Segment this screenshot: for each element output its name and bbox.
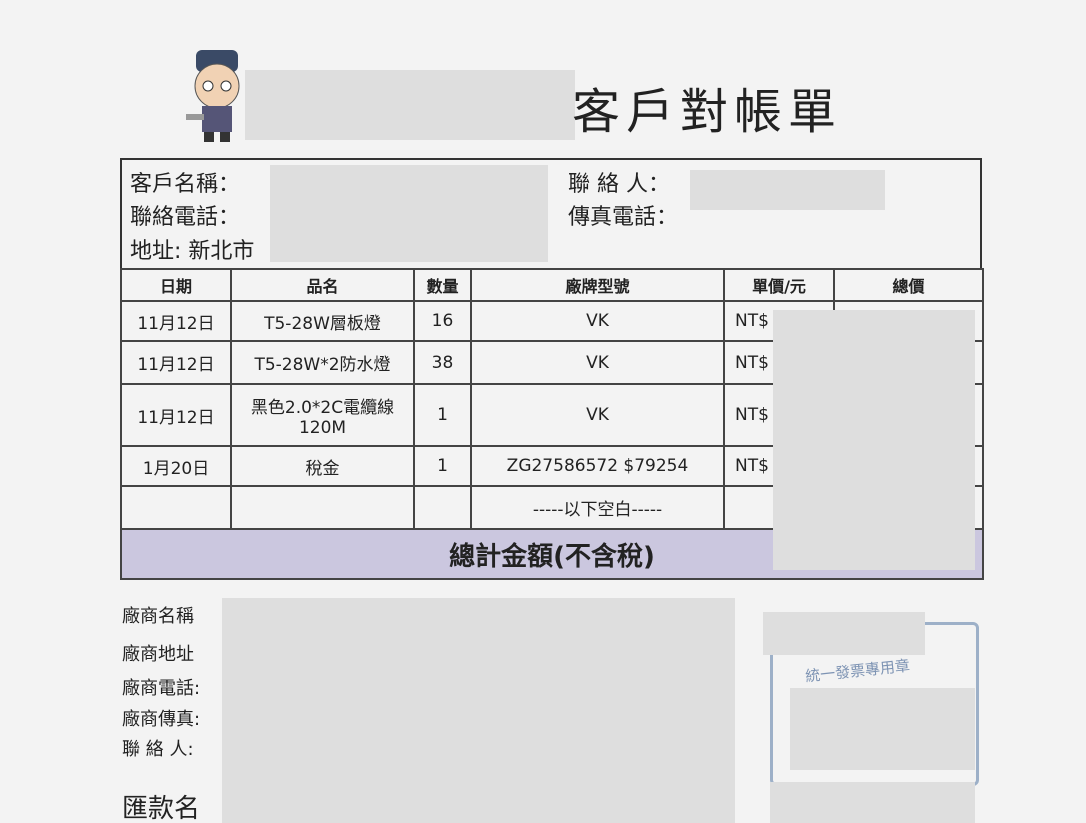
qty-cell: 1 xyxy=(413,383,472,447)
vendor-label: 廠商地址 xyxy=(122,644,194,665)
item-cell: T5-28W層板燈 xyxy=(230,300,415,342)
remittance-label: 匯款名 xyxy=(122,794,201,823)
vendor-label: 廠商電話: xyxy=(122,678,201,699)
redaction xyxy=(790,688,975,770)
vendor-label: 聯 絡 人: xyxy=(122,739,194,760)
fax-label: 傳真電話： xyxy=(568,205,679,230)
redaction xyxy=(773,310,975,570)
brand-cell: ZG27586572 $79254 xyxy=(470,445,725,487)
column-header: 總價 xyxy=(833,268,984,302)
contact-label: 聯 絡 人： xyxy=(568,172,670,197)
redaction xyxy=(763,612,925,655)
brand-cell: -----以下空白----- xyxy=(470,485,725,530)
column-header: 廠牌型號 xyxy=(470,268,725,302)
redaction xyxy=(770,782,975,823)
date-cell xyxy=(120,485,232,530)
item-cell xyxy=(230,485,415,530)
date-cell: 1月20日 xyxy=(120,445,232,487)
column-header: 日期 xyxy=(120,268,232,302)
item-cell: 稅金 xyxy=(230,445,415,487)
qty-cell: 16 xyxy=(413,300,472,342)
qty-cell: 1 xyxy=(413,445,472,487)
redaction xyxy=(270,165,548,262)
column-header: 單價/元 xyxy=(723,268,835,302)
brand-cell: VK xyxy=(470,300,725,342)
date-cell: 11月12日 xyxy=(120,383,232,447)
column-header: 品名 xyxy=(230,268,415,302)
item-line: 黑色2.0*2C電纜線 xyxy=(250,397,395,418)
qty-cell: 38 xyxy=(413,340,472,385)
item-cell: 黑色2.0*2C電纜線 120M xyxy=(230,383,415,447)
customer-address-label: 地址: 新北市 xyxy=(130,239,255,264)
item-line: T5-28W*2防水燈 xyxy=(254,355,391,375)
item-line: 120M xyxy=(298,417,347,438)
item-line: T5-28W層板燈 xyxy=(264,313,381,334)
brand-cell: VK xyxy=(470,383,725,447)
title: 客戶對帳單 xyxy=(572,84,843,140)
redaction xyxy=(222,598,735,823)
vendor-label: 廠商傳真: xyxy=(122,709,201,730)
customer-name-label: 客戶名稱： xyxy=(130,172,241,197)
brand-cell: VK xyxy=(470,340,725,385)
redaction xyxy=(245,70,575,140)
column-header: 數量 xyxy=(413,268,472,302)
redaction xyxy=(690,170,885,210)
item-line: 稅金 xyxy=(305,458,340,479)
qty-cell xyxy=(413,485,472,530)
vendor-label: 廠商名稱 xyxy=(122,606,194,627)
date-cell: 11月12日 xyxy=(120,340,232,385)
date-cell: 11月12日 xyxy=(120,300,232,342)
customer-phone-label: 聯絡電話： xyxy=(130,205,241,230)
header-row: 日期 品名 數量 廠牌型號 單價/元 總價 xyxy=(120,268,984,302)
mascot-icon xyxy=(186,50,240,142)
item-cell: T5-28W*2防水燈 xyxy=(230,340,415,385)
